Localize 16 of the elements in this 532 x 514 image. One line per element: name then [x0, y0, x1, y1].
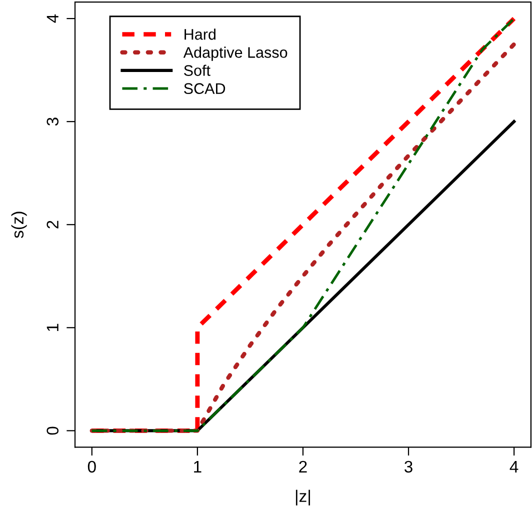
legend-label: SCAD	[184, 83, 226, 94]
legend-label: Adaptive Lasso	[183, 46, 288, 61]
x-tick-label: 0	[88, 460, 96, 473]
x-tick-label: 1	[194, 460, 202, 472]
x-tick-label: 3	[404, 460, 412, 473]
y-tick-label: 3	[46, 118, 59, 126]
x-axis-title: |z|	[296, 490, 310, 506]
y-axis-title: s(z)	[11, 212, 27, 238]
y-tick-label: 1	[46, 324, 58, 332]
x-tick-label: 2	[299, 460, 307, 472]
y-tick-label: 0	[46, 426, 59, 435]
legend-label: Hard	[184, 28, 216, 40]
x-tick-label: 4	[510, 460, 518, 472]
legend-label: Soft	[184, 64, 210, 76]
y-tick-label: 4	[46, 14, 58, 23]
y-tick-label: 2	[46, 220, 58, 228]
